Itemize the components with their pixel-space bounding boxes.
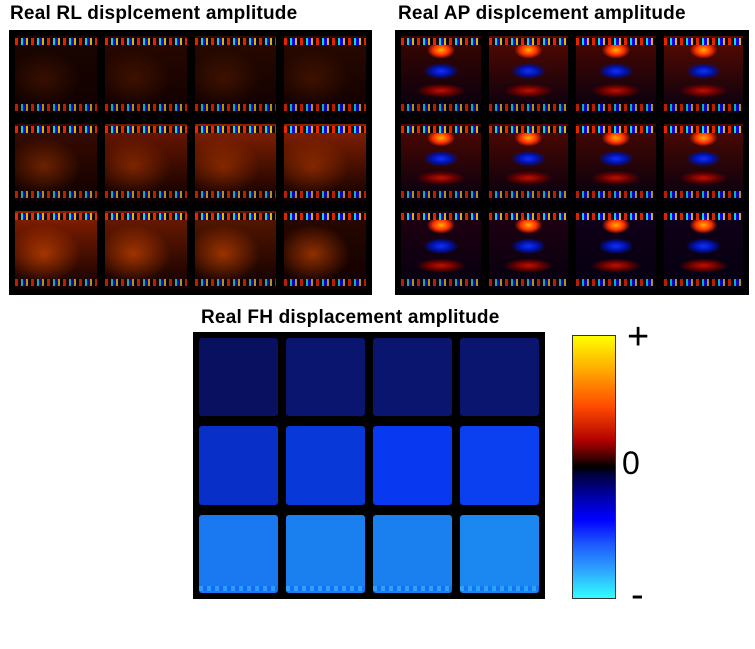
- ap-tile-edge-artifact: [488, 125, 568, 133]
- rl-tile: [15, 123, 97, 202]
- ap-tile-edge-artifact: [401, 103, 481, 111]
- rl-tile-edge-artifact: [104, 213, 187, 221]
- rl-tile: [104, 211, 187, 289]
- fh-tile-edge-artifact: [199, 585, 278, 591]
- rl-tile-edge-artifact: [284, 38, 366, 45]
- rl-tile-edge-artifact: [15, 38, 97, 45]
- rl-tile: [194, 36, 277, 114]
- ap-tile-edge-artifact: [488, 191, 568, 199]
- ap-tile-edge-artifact: [663, 191, 743, 199]
- rl-tile-edge-artifact: [15, 278, 97, 286]
- ap-tile-edge-artifact: [401, 38, 481, 45]
- rl-tile-edge-artifact: [104, 278, 187, 286]
- rl-tile-edge-artifact: [194, 38, 277, 45]
- ap-tile: [488, 36, 568, 114]
- fh-displacement-image: [193, 332, 545, 599]
- fh-tile: [199, 338, 278, 417]
- ap-tile-edge-artifact: [663, 278, 743, 286]
- rl-tile: [194, 211, 277, 289]
- ap-tile-edge-artifact: [663, 103, 743, 111]
- ap-tile-edge-artifact: [576, 125, 656, 133]
- colorbar-zero-label: 0: [622, 445, 640, 481]
- ap-panel-title: Real AP displcement amplitude: [398, 3, 686, 24]
- rl-tile-edge-artifact: [284, 103, 366, 111]
- ap-tile-edge-artifact: [401, 278, 481, 286]
- rl-tile-edge-artifact: [104, 191, 187, 199]
- rl-tile: [104, 123, 187, 202]
- ap-tile: [401, 123, 481, 202]
- ap-tile-edge-artifact: [663, 213, 743, 221]
- rl-tile-edge-artifact: [194, 213, 277, 221]
- rl-tile-edge-artifact: [194, 191, 277, 199]
- rl-tile: [284, 211, 366, 289]
- fh-tile: [373, 426, 452, 505]
- fh-tile: [199, 426, 278, 505]
- ap-tile-edge-artifact: [663, 125, 743, 133]
- fh-tile: [460, 426, 539, 505]
- ap-tile-edge-artifact: [401, 191, 481, 199]
- rl-tile-edge-artifact: [104, 38, 187, 45]
- fh-panel-title: Real FH displacement amplitude: [201, 307, 500, 328]
- rl-displacement-image: [9, 30, 372, 295]
- ap-tile: [576, 123, 656, 202]
- colorbar-plus-label: +: [627, 316, 650, 358]
- ap-tile-edge-artifact: [576, 278, 656, 286]
- fh-tile: [286, 338, 365, 417]
- rl-tile-edge-artifact: [15, 213, 97, 221]
- ap-tile-edge-artifact: [576, 103, 656, 111]
- ap-tile: [663, 36, 743, 114]
- rl-tile: [194, 123, 277, 202]
- rl-tile: [284, 123, 366, 202]
- rl-tile: [15, 211, 97, 289]
- fh-tile: [373, 514, 452, 593]
- rl-tile-edge-artifact: [15, 103, 97, 111]
- ap-tile: [488, 123, 568, 202]
- ap-tile: [576, 36, 656, 114]
- rl-tile: [104, 36, 187, 114]
- rl-panel-title: Real RL displcement amplitude: [10, 3, 298, 24]
- rl-tile-edge-artifact: [194, 278, 277, 286]
- rl-tile: [284, 36, 366, 114]
- rl-tile-edge-artifact: [284, 125, 366, 133]
- rl-tile-edge-artifact: [194, 125, 277, 133]
- fh-tile-edge-artifact: [373, 585, 452, 591]
- ap-tile-edge-artifact: [488, 103, 568, 111]
- ap-tile-edge-artifact: [576, 213, 656, 221]
- fh-tile: [373, 338, 452, 417]
- fh-tile: [199, 514, 278, 593]
- rl-tile-edge-artifact: [104, 103, 187, 111]
- ap-tile: [663, 211, 743, 289]
- ap-tile-edge-artifact: [576, 38, 656, 45]
- ap-tile: [401, 36, 481, 114]
- ap-tile-edge-artifact: [576, 191, 656, 199]
- ap-tile-edge-artifact: [401, 125, 481, 133]
- fh-tile: [460, 514, 539, 593]
- fh-tile: [286, 426, 365, 505]
- rl-tile-edge-artifact: [284, 191, 366, 199]
- rl-tile-edge-artifact: [15, 191, 97, 199]
- rl-tile-edge-artifact: [284, 213, 366, 221]
- ap-tile-edge-artifact: [488, 38, 568, 45]
- ap-tile-edge-artifact: [488, 278, 568, 286]
- rl-tile-edge-artifact: [104, 125, 187, 133]
- rl-tile-edge-artifact: [194, 103, 277, 111]
- rl-tile: [15, 36, 97, 114]
- rl-tile-edge-artifact: [15, 125, 97, 133]
- ap-tile: [576, 211, 656, 289]
- ap-tile-edge-artifact: [663, 38, 743, 45]
- fh-tile: [286, 514, 365, 593]
- colorbar-minus-label: -: [631, 574, 644, 616]
- ap-tile: [488, 211, 568, 289]
- colorbar: [572, 335, 616, 599]
- ap-tile: [401, 211, 481, 289]
- fh-tile: [460, 338, 539, 417]
- ap-tile-edge-artifact: [401, 213, 481, 221]
- fh-tile-edge-artifact: [460, 585, 539, 591]
- ap-tile-edge-artifact: [488, 213, 568, 221]
- ap-tile: [663, 123, 743, 202]
- ap-displacement-image: [395, 30, 749, 295]
- rl-tile-edge-artifact: [284, 278, 366, 286]
- fh-tile-edge-artifact: [286, 585, 365, 591]
